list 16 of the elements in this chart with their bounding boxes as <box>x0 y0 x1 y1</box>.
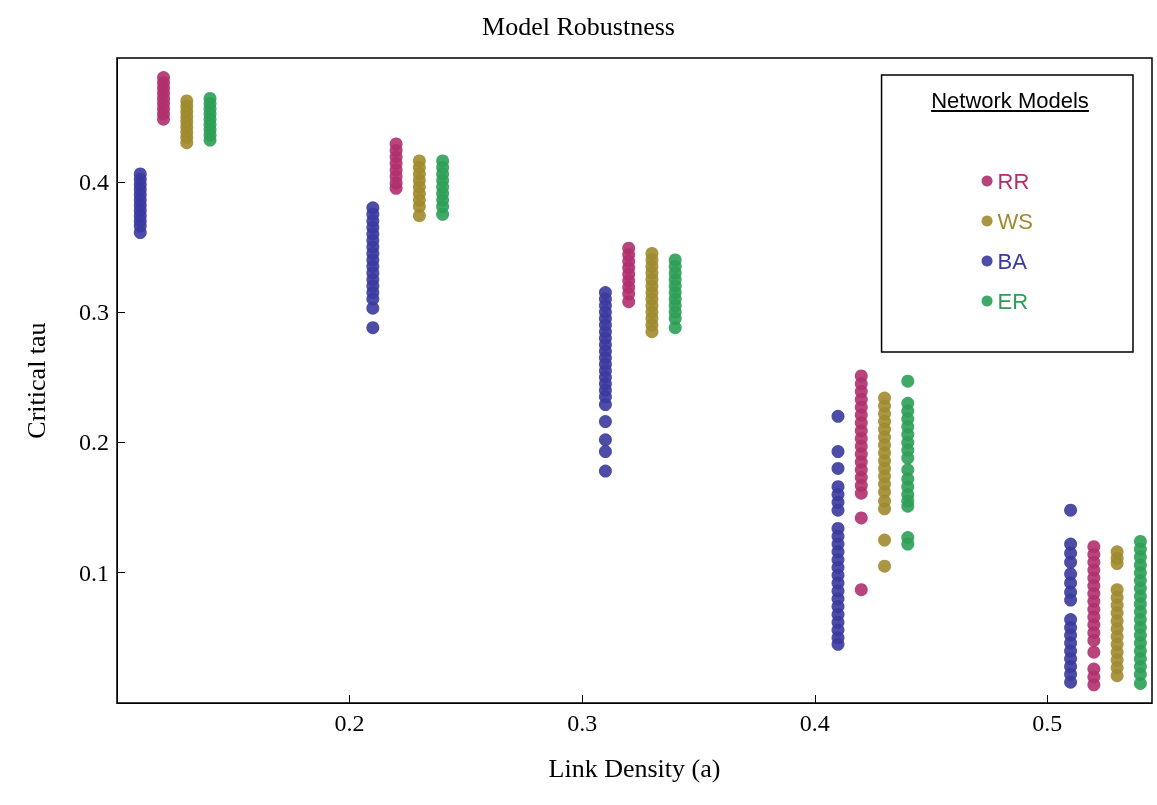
y-tick-label: 0.2 <box>79 429 109 456</box>
chart-title: Model Robustness <box>482 11 675 41</box>
legend-label: BA <box>997 248 1028 274</box>
x-tick-label: 0.4 <box>799 710 830 736</box>
y-tick-label: 0.3 <box>79 299 109 326</box>
x-tick-label: 0.5 <box>1032 710 1063 736</box>
y-tick-label: 0.1 <box>79 559 109 586</box>
x-tick-label: 0.2 <box>334 710 365 736</box>
y-axis-title: Critical tau <box>21 322 51 439</box>
legend-label: ER <box>997 288 1029 314</box>
legend-label: WS <box>997 208 1034 234</box>
legend-title: Network Models <box>930 88 1090 114</box>
x-axis-title: Link Density (a) <box>548 753 721 783</box>
y-tick-label: 0.4 <box>79 168 109 195</box>
legend-label: RR <box>997 168 1030 194</box>
x-tick-label: 0.3 <box>567 710 598 736</box>
